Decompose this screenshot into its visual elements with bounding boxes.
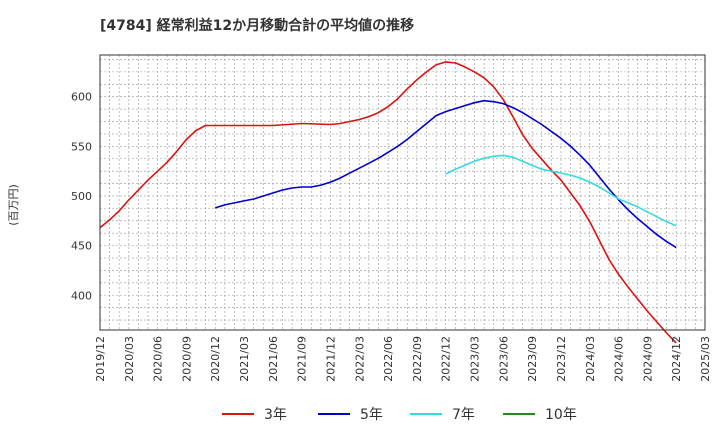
x-tick-label: 2019/12 [94, 336, 107, 382]
x-tick-label: 2023/03 [469, 336, 482, 382]
legend-label-4: 10年 [545, 407, 577, 423]
y-tick-label: 550 [71, 140, 92, 153]
x-tick-label: 2020/03 [123, 336, 136, 382]
x-tick-label: 2024/12 [670, 336, 683, 382]
x-tick-label: 2022/03 [353, 336, 366, 382]
x-tick-label: 2020/12 [209, 336, 222, 382]
series-line-2 [214, 99, 677, 249]
grid [99, 55, 706, 330]
y-axis-label: (百万円) [7, 184, 20, 226]
y-tick-label: 500 [71, 190, 92, 203]
x-tick-label: 2020/09 [180, 336, 193, 382]
x-tick-label: 2021/12 [324, 336, 337, 382]
plot-area [99, 54, 706, 331]
x-tick-label: 2024/09 [641, 336, 654, 382]
x-tick-label: 2023/06 [497, 336, 510, 382]
x-tick-label: 2021/03 [238, 336, 251, 382]
x-tick-label: 2022/09 [411, 336, 424, 382]
legend-label-3: 7年 [452, 407, 475, 423]
x-tick-label: 2024/06 [613, 336, 626, 382]
chart-title: [4784] 経常利益12か月移動合計の平均値の推移 [100, 17, 414, 34]
x-tick-labels: 2019/12 2020/03 2020/06 2020/09 2020/12 2021/… [94, 336, 712, 382]
x-tick-label: 2021/06 [267, 336, 280, 382]
legend-label-2: 5年 [360, 407, 383, 423]
y-tick-label: 600 [71, 91, 92, 104]
x-tick-label: 2025/03 [699, 336, 712, 382]
x-tick-label: 2022/06 [382, 336, 395, 382]
x-tick-label: 2023/09 [526, 336, 539, 382]
x-tick-label: 2020/06 [152, 336, 165, 382]
legend: 3年 5年 7年 10年 [222, 407, 577, 423]
series-lines [99, 61, 677, 344]
x-tick-label: 2021/09 [296, 336, 309, 382]
series-line-1 [99, 61, 677, 344]
x-tick-label: 2024/03 [584, 336, 597, 382]
y-tick-labels: 400 450 500 550 600 [71, 91, 92, 303]
x-tick-label: 2022/12 [440, 336, 453, 382]
y-tick-label: 400 [71, 289, 92, 302]
series-line-3 [445, 154, 677, 227]
y-tick-label: 450 [71, 240, 92, 253]
legend-label-1: 3年 [264, 407, 287, 423]
x-tick-label: 2023/12 [555, 336, 568, 382]
